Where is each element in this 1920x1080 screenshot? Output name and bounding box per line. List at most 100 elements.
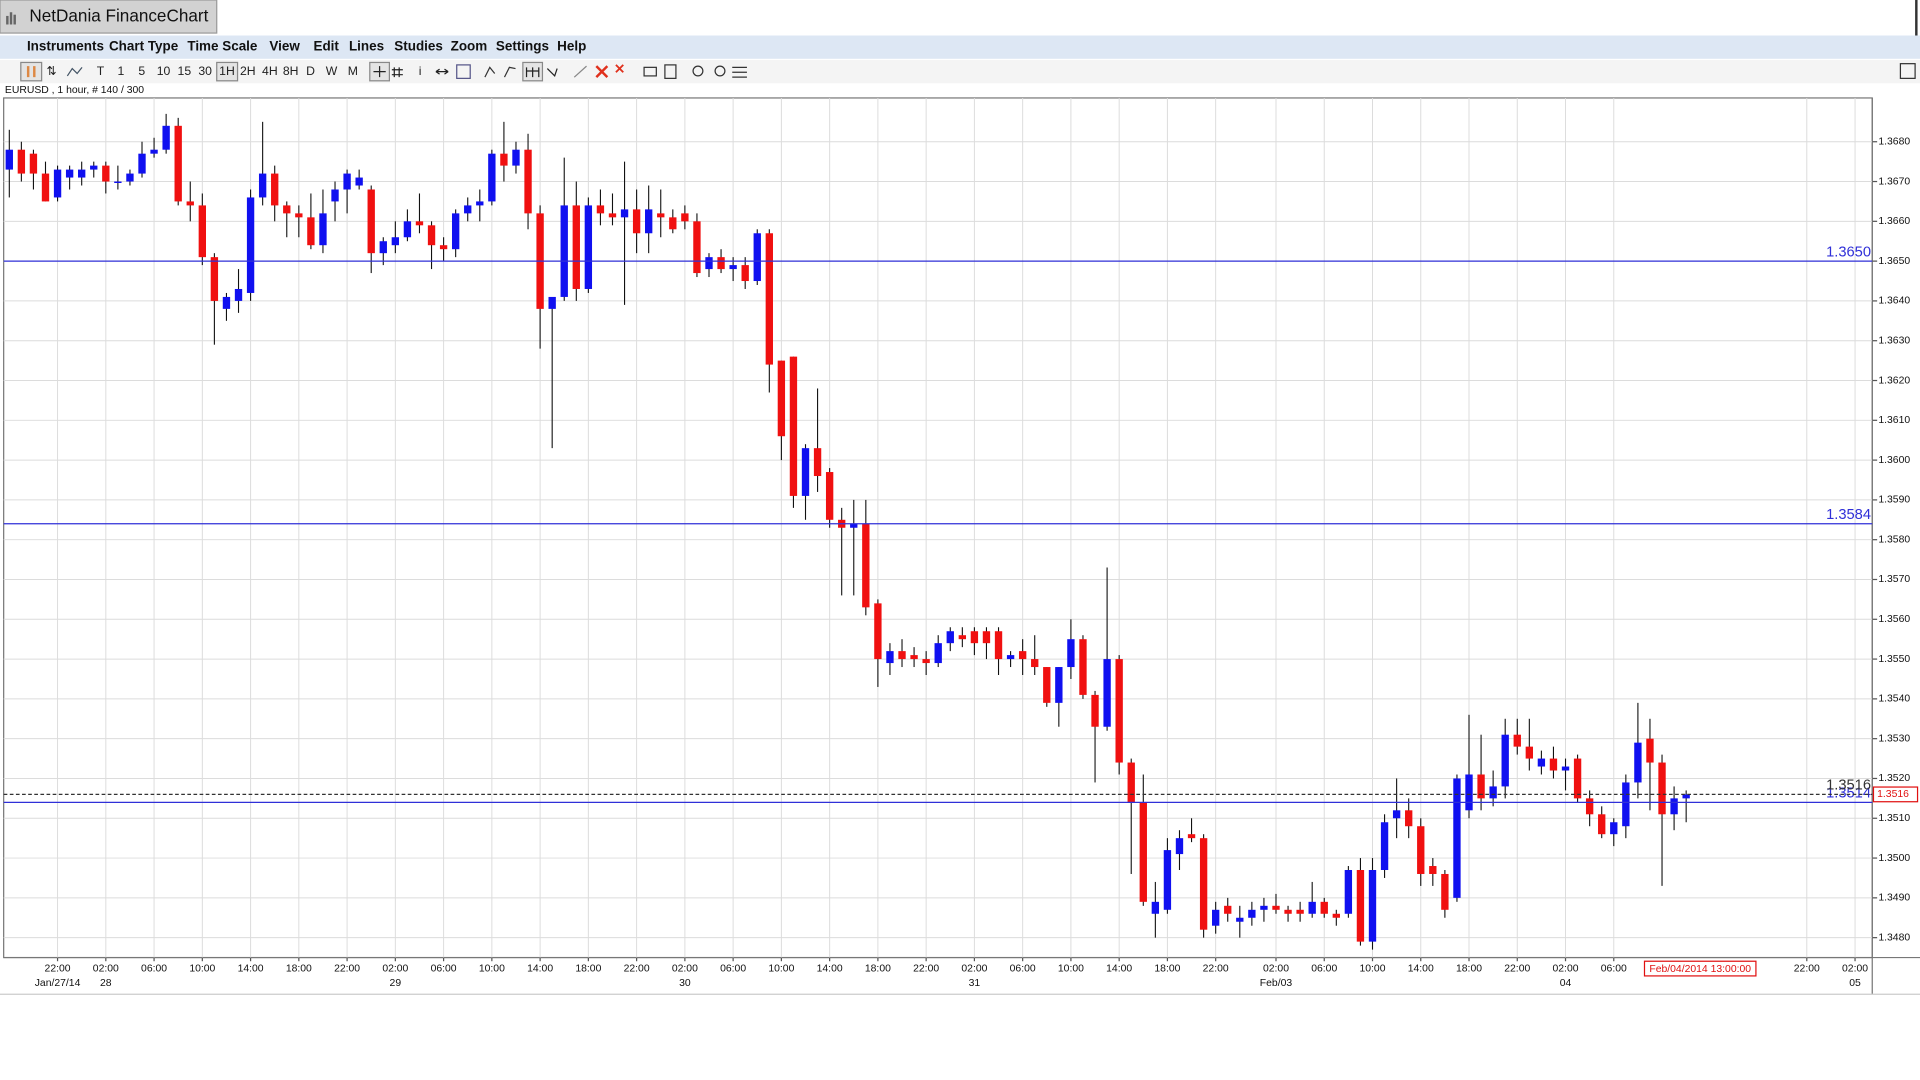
zoom-in-button[interactable]	[692, 65, 704, 77]
menu-item[interactable]: Edit	[313, 39, 339, 54]
x-tick-label: 10:00	[768, 963, 794, 974]
delete-button[interactable]	[595, 65, 609, 79]
toolbar-button[interactable]: M	[348, 64, 358, 78]
candle-body	[234, 288, 243, 301]
level-label: 1.3650	[1826, 244, 1871, 260]
y-tick-label: 1.3580	[1878, 534, 1910, 545]
toolbar-button[interactable]: 1H	[219, 64, 235, 78]
candle-body	[1634, 742, 1642, 783]
candle-body	[777, 360, 786, 437]
current-price-label: 1.3516	[1826, 778, 1871, 794]
toolbar-button[interactable]: 1	[118, 64, 125, 78]
menu-item[interactable]: Time Scale	[187, 39, 258, 54]
x-date-label: 30	[679, 978, 691, 989]
candle-body	[789, 356, 798, 496]
candle-button[interactable]	[20, 61, 43, 82]
zoom-fit-button[interactable]	[732, 66, 747, 78]
candle-body	[1610, 822, 1618, 835]
toolbar-button[interactable]: i	[419, 64, 422, 78]
volume-button[interactable]	[456, 64, 471, 79]
candle-body	[1477, 774, 1485, 799]
preview-button[interactable]	[664, 64, 677, 79]
x-date-label: 28	[100, 978, 112, 989]
candle-body	[1368, 870, 1377, 942]
candle-body	[331, 189, 339, 202]
x-date-label: 29	[390, 978, 402, 989]
menu-item[interactable]: View	[269, 39, 300, 54]
delete-all-button[interactable]	[615, 64, 624, 73]
plot-area	[3, 97, 1873, 959]
candle-body	[283, 205, 291, 214]
y-tick-label: 1.3590	[1878, 495, 1910, 506]
candle-body	[922, 659, 930, 664]
candle-body	[162, 125, 170, 150]
candle-body	[1356, 870, 1365, 942]
y-tick-label: 1.3620	[1878, 375, 1910, 386]
fib-icon	[525, 67, 540, 78]
toolbar-button[interactable]: 10	[157, 64, 171, 78]
draw-line-button[interactable]	[573, 65, 587, 78]
y-tick-label: 1.3480	[1878, 932, 1910, 943]
candle-body	[1079, 639, 1087, 695]
y-tick-label: 1.3670	[1878, 176, 1910, 187]
candle-body	[548, 296, 556, 309]
x-tick-label: 10:00	[189, 963, 215, 974]
candle-body	[1296, 909, 1304, 914]
candle-body	[1537, 758, 1546, 767]
menu-item[interactable]: Settings	[496, 39, 549, 54]
toolbar-button[interactable]: 2H	[240, 64, 256, 78]
print-button[interactable]	[643, 66, 657, 77]
app-icon	[6, 12, 16, 25]
candle-body	[1332, 913, 1340, 918]
candle-body	[1224, 905, 1232, 914]
menu-item[interactable]: Chart Type	[109, 39, 179, 54]
toolbar-icon[interactable]: ⇅	[47, 64, 57, 78]
candle-body	[391, 237, 400, 246]
symbol-info: EURUSD , 1 hour, # 140 / 300	[5, 85, 144, 96]
x-tick-label: 14:00	[238, 963, 264, 974]
candle-body	[415, 221, 424, 226]
candle-body	[1006, 655, 1015, 660]
candle-body	[874, 603, 882, 660]
toolbar-button[interactable]: 15	[178, 64, 192, 78]
y-tick-label: 1.3630	[1878, 335, 1910, 346]
arrow-button[interactable]	[546, 68, 558, 78]
candle-body	[1018, 651, 1027, 660]
x-tick-label: 14:00	[1408, 963, 1434, 974]
trend-buttons[interactable]	[484, 66, 516, 78]
toolbar-button[interactable]: 4H	[262, 64, 278, 78]
candle-body	[1055, 667, 1063, 703]
grid-button[interactable]	[391, 67, 403, 78]
current-price-axis-label: 1.3516	[1877, 789, 1909, 800]
x-tick-label: 10:00	[479, 963, 505, 974]
candle-body	[717, 257, 725, 270]
toolbar-button[interactable]: 5	[138, 64, 145, 78]
menu-bar	[0, 35, 1920, 59]
y-tick-label: 1.3640	[1878, 296, 1910, 307]
toolbar-button[interactable]: D	[306, 64, 315, 78]
toolbar-button[interactable]: W	[326, 64, 338, 78]
toolbar-button[interactable]: 30	[198, 64, 212, 78]
line-button[interactable]	[66, 66, 83, 77]
candle-body	[741, 265, 749, 282]
pan-button[interactable]	[435, 68, 449, 75]
selected-button[interactable]	[216, 61, 239, 82]
y-tick-label: 1.3520	[1878, 773, 1910, 784]
menu-item[interactable]: Help	[557, 39, 586, 54]
menu-item[interactable]: Studies	[394, 39, 443, 54]
candle-body	[608, 213, 617, 218]
candle-body	[1489, 786, 1497, 799]
settings-button[interactable]	[1899, 63, 1916, 79]
candle-body	[1573, 758, 1582, 799]
candle-body	[210, 257, 219, 301]
x-tick-label: 22:00	[334, 963, 360, 974]
toolbar-button[interactable]: T	[97, 64, 105, 78]
menu-item[interactable]: Zoom	[451, 39, 488, 54]
level-label: 1.3584	[1826, 507, 1871, 523]
candle-body	[1501, 734, 1509, 787]
toolbar-button[interactable]: 8H	[283, 64, 299, 78]
zoom-out-button[interactable]	[714, 65, 726, 77]
menu-item[interactable]: Instruments	[27, 39, 104, 54]
candle-body	[886, 651, 894, 664]
menu-item[interactable]: Lines	[349, 39, 384, 54]
